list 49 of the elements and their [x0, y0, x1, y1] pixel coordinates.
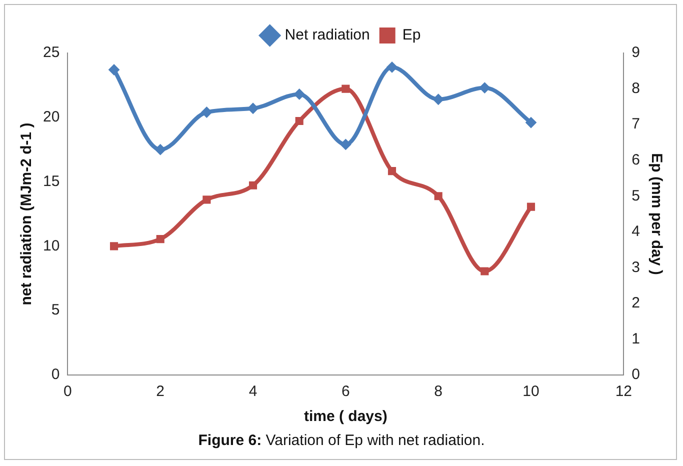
point — [388, 167, 396, 176]
point — [202, 196, 211, 204]
y2-tick-label: 7 — [632, 116, 640, 133]
point — [295, 116, 304, 126]
y-axis-title: net radiation (MJm-2 d-1 ) — [18, 122, 36, 306]
point — [386, 62, 398, 73]
x-axis-title: time ( days) — [304, 408, 388, 426]
point — [248, 102, 259, 114]
x-tick-label: 4 — [248, 383, 258, 400]
y2-tick-label: 8 — [632, 80, 640, 97]
point — [248, 181, 258, 190]
y-tick-label: 15 — [42, 172, 60, 190]
point — [154, 144, 166, 156]
y2-tick-label: 6 — [632, 151, 640, 168]
point — [110, 242, 118, 250]
caption: Figure 6: Variation of Ep with net radiation. — [197, 432, 486, 449]
x-tick-label: 0 — [64, 383, 72, 400]
point — [342, 84, 350, 93]
point — [294, 88, 305, 100]
point — [340, 138, 352, 150]
x-tick-label: 6 — [342, 383, 350, 400]
point — [434, 192, 442, 200]
point — [479, 82, 490, 94]
y2-tick-label: 2 — [632, 294, 640, 312]
x-tick-label: 8 — [434, 383, 443, 400]
point — [432, 94, 444, 105]
y-tick-label: 10 — [42, 237, 60, 254]
y2-tick-label: 5 — [632, 187, 640, 204]
point — [526, 202, 536, 211]
y2-tick-label: 9 — [632, 44, 640, 62]
y2-tick-label: 3 — [632, 258, 640, 276]
y2-tick-label: 0 — [632, 366, 640, 384]
point — [201, 106, 212, 118]
y2-axis-title: Ep (mm per day ) — [648, 153, 665, 275]
y-tick-label: 20 — [42, 108, 60, 126]
y-tick-label: 5 — [51, 302, 60, 319]
y2-tick-label: 1 — [632, 330, 640, 348]
x-tick-label: 12 — [615, 383, 632, 400]
legend-label: Ep — [402, 26, 421, 44]
legend-label: Net radiation — [284, 26, 370, 44]
y-tick-label: 0 — [51, 366, 60, 384]
point — [480, 267, 489, 276]
x-tick-label: 10 — [522, 383, 540, 400]
point — [156, 235, 164, 244]
point — [108, 64, 120, 76]
x-tick-label: 2 — [156, 383, 165, 400]
y2-tick-label: 4 — [632, 223, 640, 240]
y-tick-label: 25 — [42, 44, 60, 62]
point — [525, 117, 536, 128]
